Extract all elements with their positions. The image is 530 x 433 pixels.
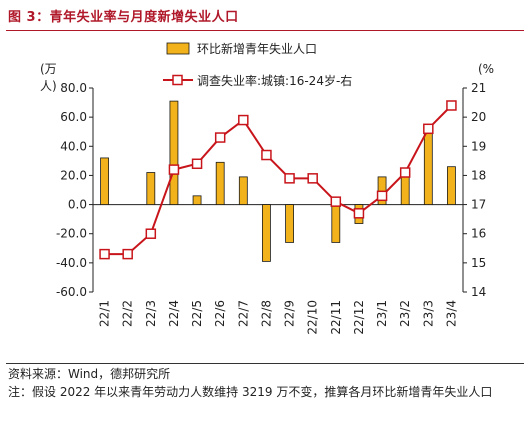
- right-axis-tick-label: 16: [471, 227, 486, 241]
- x-tick-label: 22/8: [259, 300, 273, 327]
- bar: [215, 161, 225, 205]
- title-rule: [6, 30, 524, 31]
- line-marker: [307, 173, 318, 184]
- x-tick-label: 22/7: [236, 300, 250, 327]
- bar: [285, 204, 294, 243]
- line-marker: [261, 149, 272, 161]
- x-tick-label: 22/5: [190, 300, 204, 327]
- x-tick-label: 22/10: [306, 300, 320, 335]
- bar: [447, 166, 456, 205]
- line-marker: [353, 208, 365, 219]
- x-tick-label: 23/4: [444, 300, 458, 327]
- right-axis-tick-label: 21: [471, 81, 486, 95]
- line-marker: [284, 173, 295, 184]
- bottom-rule: [6, 363, 524, 364]
- line-marker: [168, 164, 180, 175]
- line-marker: [376, 190, 388, 202]
- left-axis-tick-label: -20.0: [56, 227, 87, 241]
- right-axis-unit: (%: [478, 62, 494, 76]
- left-axis-tick-label: -40.0: [56, 256, 87, 270]
- x-tick-label: 23/1: [375, 300, 389, 327]
- line-marker: [191, 158, 203, 170]
- bar: [169, 100, 179, 205]
- source-note: 资料来源：Wind，德邦研究所: [8, 367, 171, 381]
- line-marker: [423, 123, 434, 135]
- left-axis-tick-label: 60.0: [60, 110, 87, 124]
- x-tick-label: 22/9: [283, 300, 297, 327]
- legend-line-marker: [172, 74, 183, 86]
- legend-bar-swatch: [166, 42, 190, 55]
- line-marker: [214, 132, 226, 143]
- right-axis-tick-label: 20: [471, 110, 486, 124]
- line-series: [104, 104, 453, 256]
- right-axis-tick-label: 18: [471, 168, 486, 182]
- bar: [262, 204, 271, 262]
- right-axis-tick-label: 14: [471, 285, 486, 299]
- plot-area: 80.0 60.0 40.0 20.0 0.0 -20.0 -40.0 -60.0 (万人) 21…: [40, 62, 494, 335]
- left-axis-unit: (万: [40, 62, 57, 76]
- line-marker: [145, 228, 157, 239]
- x-tick-label: 22/1: [98, 300, 112, 327]
- right-axis-tick-label: 15: [471, 256, 486, 270]
- bar: [400, 175, 410, 205]
- right-axis-tick-label: 19: [471, 139, 486, 153]
- bar: [100, 157, 109, 205]
- x-tick-label: 23/3: [421, 300, 435, 327]
- left-axis-tick-label: 0.0: [68, 198, 87, 212]
- footnote: 注：假设 2022 年以来青年劳动力人数维持 3219 万不变，推算各月环比新增…: [8, 385, 493, 399]
- line-marker: [238, 114, 249, 126]
- legend-bar-label: 环比新增青年失业人口: [197, 41, 317, 56]
- left-axis-tick-label: 40.0: [60, 139, 87, 153]
- left-axis-tick-label: 20.0: [60, 168, 87, 182]
- line-marker: [446, 100, 457, 111]
- line-marker: [399, 167, 411, 178]
- bar: [423, 132, 433, 205]
- left-axis-unit-second: 人): [40, 79, 57, 93]
- line-marker: [330, 196, 342, 207]
- x-tick-label: 22/3: [144, 300, 158, 327]
- x-tick-label: 23/2: [398, 300, 412, 327]
- legend-line-label: 调查失业率:城镇:16-24岁-右: [197, 73, 352, 88]
- left-axis-tick-label: 80.0: [60, 81, 87, 95]
- bar: [331, 204, 341, 243]
- x-tick-label: 22/11: [329, 300, 343, 335]
- right-axis-tick-label: 17: [471, 198, 486, 212]
- x-tick-label: 22/2: [121, 300, 135, 327]
- bar: [238, 176, 248, 205]
- bar: [146, 172, 156, 205]
- figure-title: 图 3：青年失业率与月度新增失业人口: [8, 10, 239, 25]
- x-tick-label: 22/12: [352, 300, 366, 335]
- x-tick-label: 22/6: [213, 300, 227, 327]
- bar: [192, 195, 202, 205]
- x-tick-label: 22/4: [167, 300, 181, 327]
- left-axis-tick-label: -60.0: [56, 285, 87, 299]
- line-marker: [99, 248, 110, 260]
- line-marker: [122, 248, 133, 260]
